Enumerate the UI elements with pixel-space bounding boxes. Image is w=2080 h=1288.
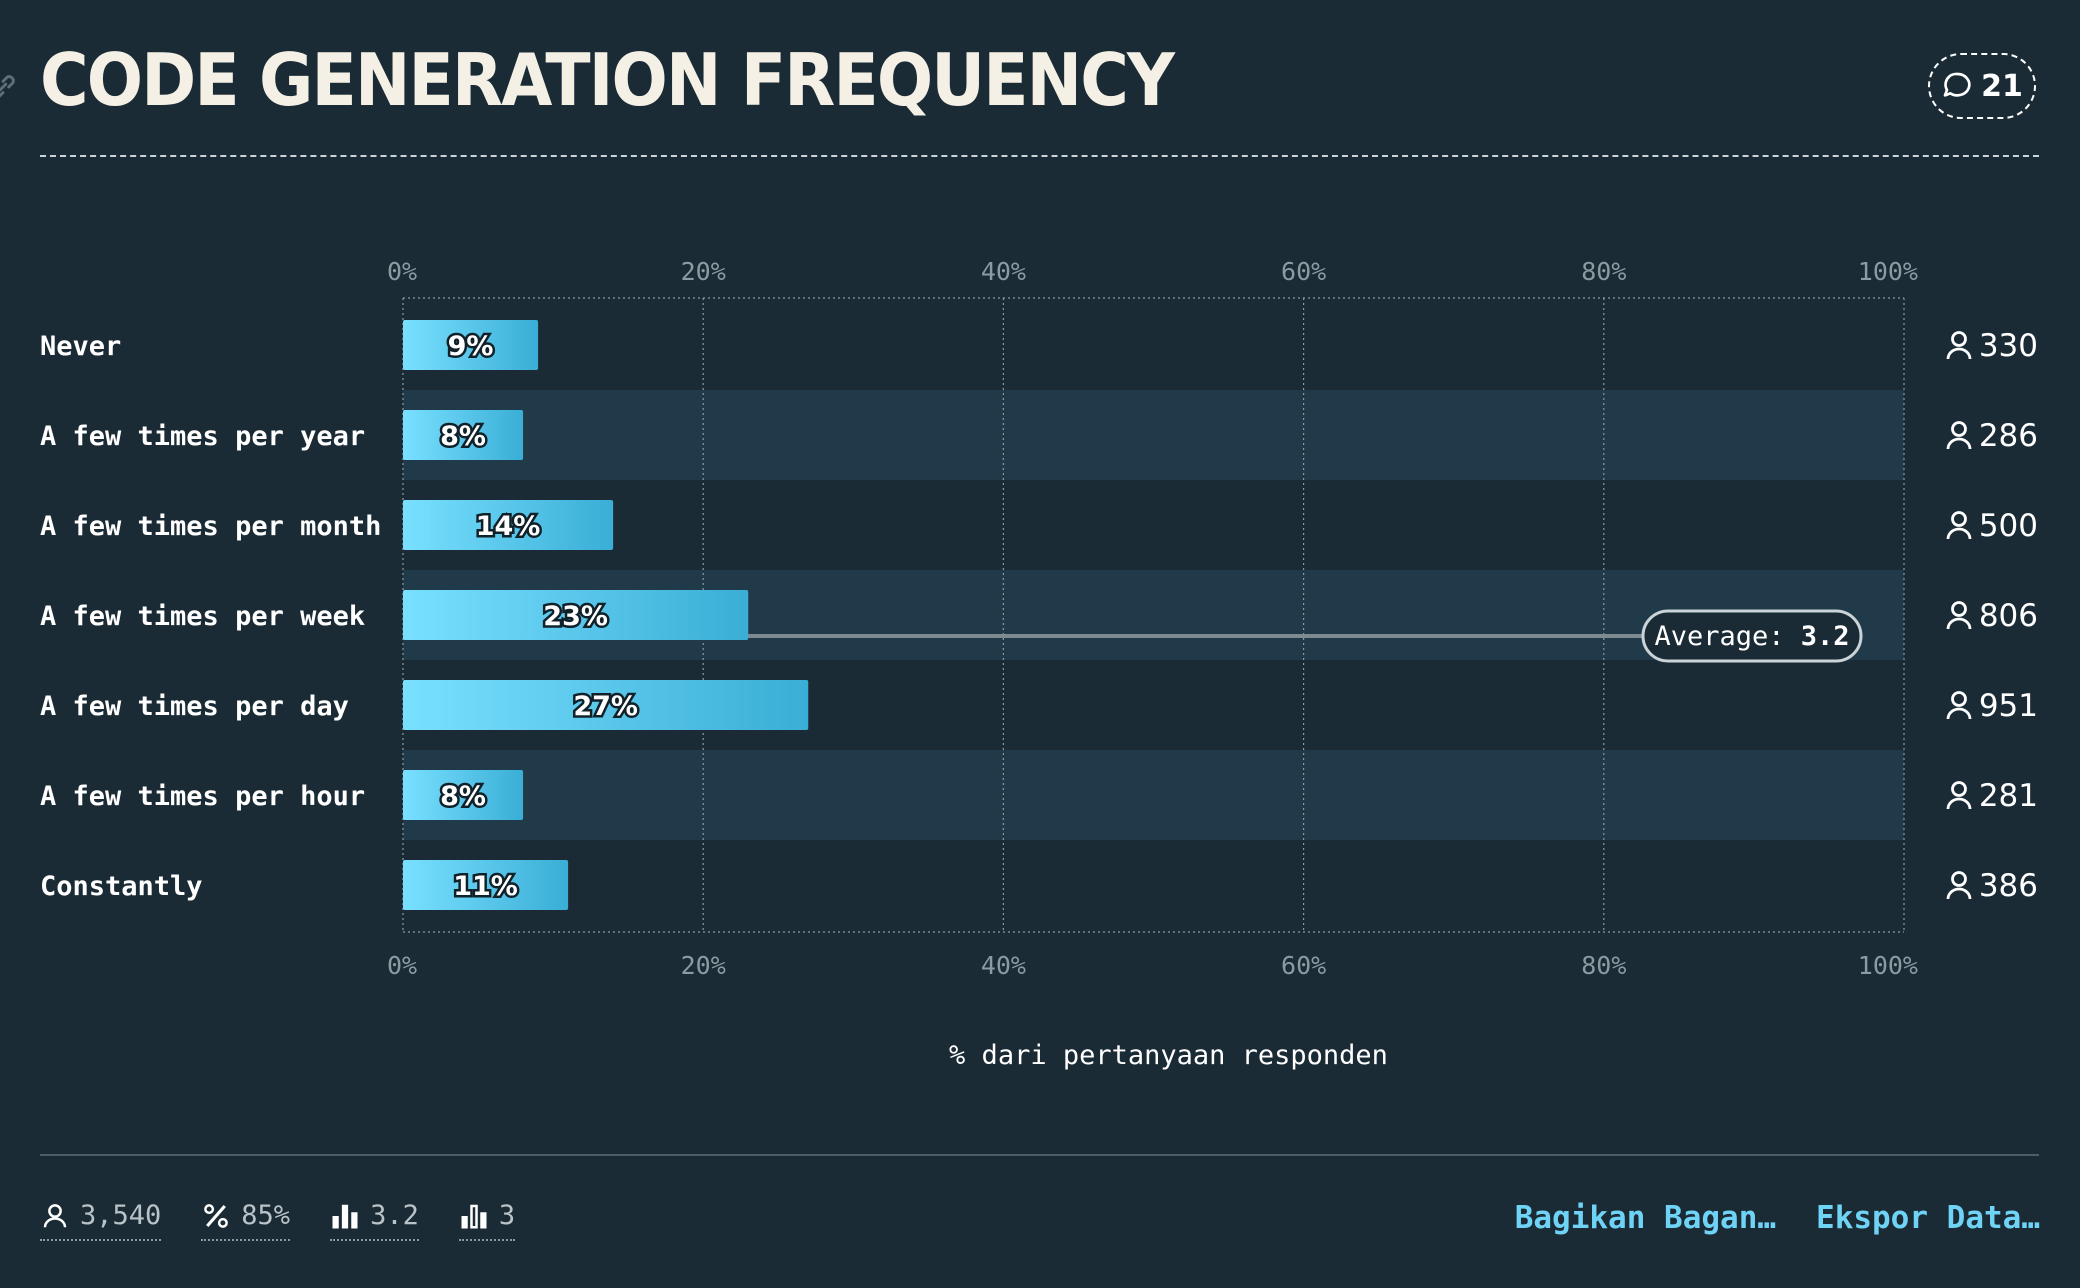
respondent-count: 806 [1979, 598, 2038, 634]
median-stat[interactable]: 3 [458, 1200, 516, 1241]
x-tick-label-top: 80% [1581, 257, 1626, 286]
comment-count: 21 [1981, 68, 2023, 104]
person-icon [1946, 871, 1972, 900]
person-icon [1946, 331, 1972, 360]
bar [403, 320, 539, 370]
average-stat[interactable]: 3.2 [330, 1200, 419, 1241]
x-tick-label-top: 40% [981, 257, 1026, 286]
comment-button[interactable]: 21 [1928, 53, 2036, 119]
respondent-count: 286 [1979, 418, 2038, 454]
category-label: Never [40, 331, 121, 362]
category-label: Constantly [40, 871, 203, 902]
response-rate-value: 85% [241, 1200, 291, 1231]
bar [403, 410, 524, 460]
bar-chart: 0% 0% 20% 20% 40% 40% 60% 60% 80% 80% 100% 100% Neve… [40, 257, 2038, 1071]
person-icon [1946, 511, 1972, 540]
x-tick-label-top: 60% [1281, 257, 1326, 286]
bar-value-label: 23% [543, 601, 608, 632]
export-data-link[interactable]: Ekspor Data… [1816, 1200, 2040, 1236]
comment-icon [1943, 72, 1971, 97]
respondent-count: 951 [1979, 688, 2038, 724]
category-label: A few times per week [40, 601, 365, 632]
response-rate-stat[interactable]: 85% [201, 1200, 291, 1241]
x-tick-label-bottom: 0% [387, 951, 417, 980]
x-axis-title: % dari pertanyaan responden [949, 1040, 1388, 1071]
bar [403, 860, 569, 910]
x-tick-label-bottom: 40% [981, 951, 1026, 980]
respondents-stat[interactable]: 3,540 [40, 1200, 162, 1241]
x-tick-label-top: 100% [1858, 257, 1918, 286]
person-icon [43, 1203, 67, 1227]
header-divider [40, 155, 2039, 157]
share-chart-link[interactable]: Bagikan Bagan… [1514, 1200, 1777, 1236]
x-tick-label-top: 0% [387, 257, 417, 286]
median-value: 3 [498, 1200, 516, 1231]
category-label: A few times per month [40, 511, 381, 542]
bar [403, 500, 614, 550]
bar-chart-icon [332, 1204, 358, 1228]
respondent-count: 500 [1979, 508, 2038, 544]
bar [403, 590, 749, 640]
x-tick-label-bottom: 80% [1581, 951, 1626, 980]
x-tick-label-bottom: 20% [681, 951, 726, 980]
bar [403, 680, 809, 730]
bar-value-label: 9% [448, 331, 494, 362]
summary-stats: 3,540 85% 3.2 3 [40, 1200, 516, 1241]
row-band [403, 750, 1904, 840]
respondents-value: 3,540 [80, 1200, 162, 1231]
bar-chart-outline-icon [461, 1204, 487, 1228]
bar-value-label: 14% [476, 511, 541, 542]
percent-icon [204, 1203, 229, 1228]
person-icon [1946, 691, 1972, 720]
category-label: A few times per hour [40, 781, 365, 812]
person-icon [1946, 421, 1972, 450]
footer-actions: Bagikan Bagan… Ekspor Data… [1515, 1200, 2040, 1236]
person-icon [1946, 601, 1972, 630]
bar-value-label: 8% [440, 421, 486, 452]
person-icon [1946, 781, 1972, 810]
respondent-count: 386 [1979, 868, 2038, 904]
bar-value-label: 8% [440, 781, 486, 812]
bar-value-label: 11% [453, 871, 518, 902]
respondent-count: 330 [1979, 328, 2038, 364]
bar [403, 770, 524, 820]
average-pill [1641, 609, 1863, 663]
average-value: 3.2 [370, 1200, 419, 1231]
footer-divider [40, 1154, 2039, 1156]
link-icon[interactable] [0, 70, 20, 104]
page-title: CODE GENERATION FREQUENCY [40, 38, 1175, 122]
x-tick-label-bottom: 60% [1281, 951, 1326, 980]
average-label: Average: 3.2 [1654, 621, 1849, 652]
respondent-count: 281 [1979, 778, 2038, 814]
row-band [403, 390, 1904, 480]
x-tick-label-top: 20% [681, 257, 726, 286]
bar-value-label: 27% [573, 691, 638, 722]
x-tick-label-bottom: 100% [1858, 951, 1918, 980]
category-label: A few times per day [40, 691, 349, 722]
category-label: A few times per year [40, 421, 365, 452]
